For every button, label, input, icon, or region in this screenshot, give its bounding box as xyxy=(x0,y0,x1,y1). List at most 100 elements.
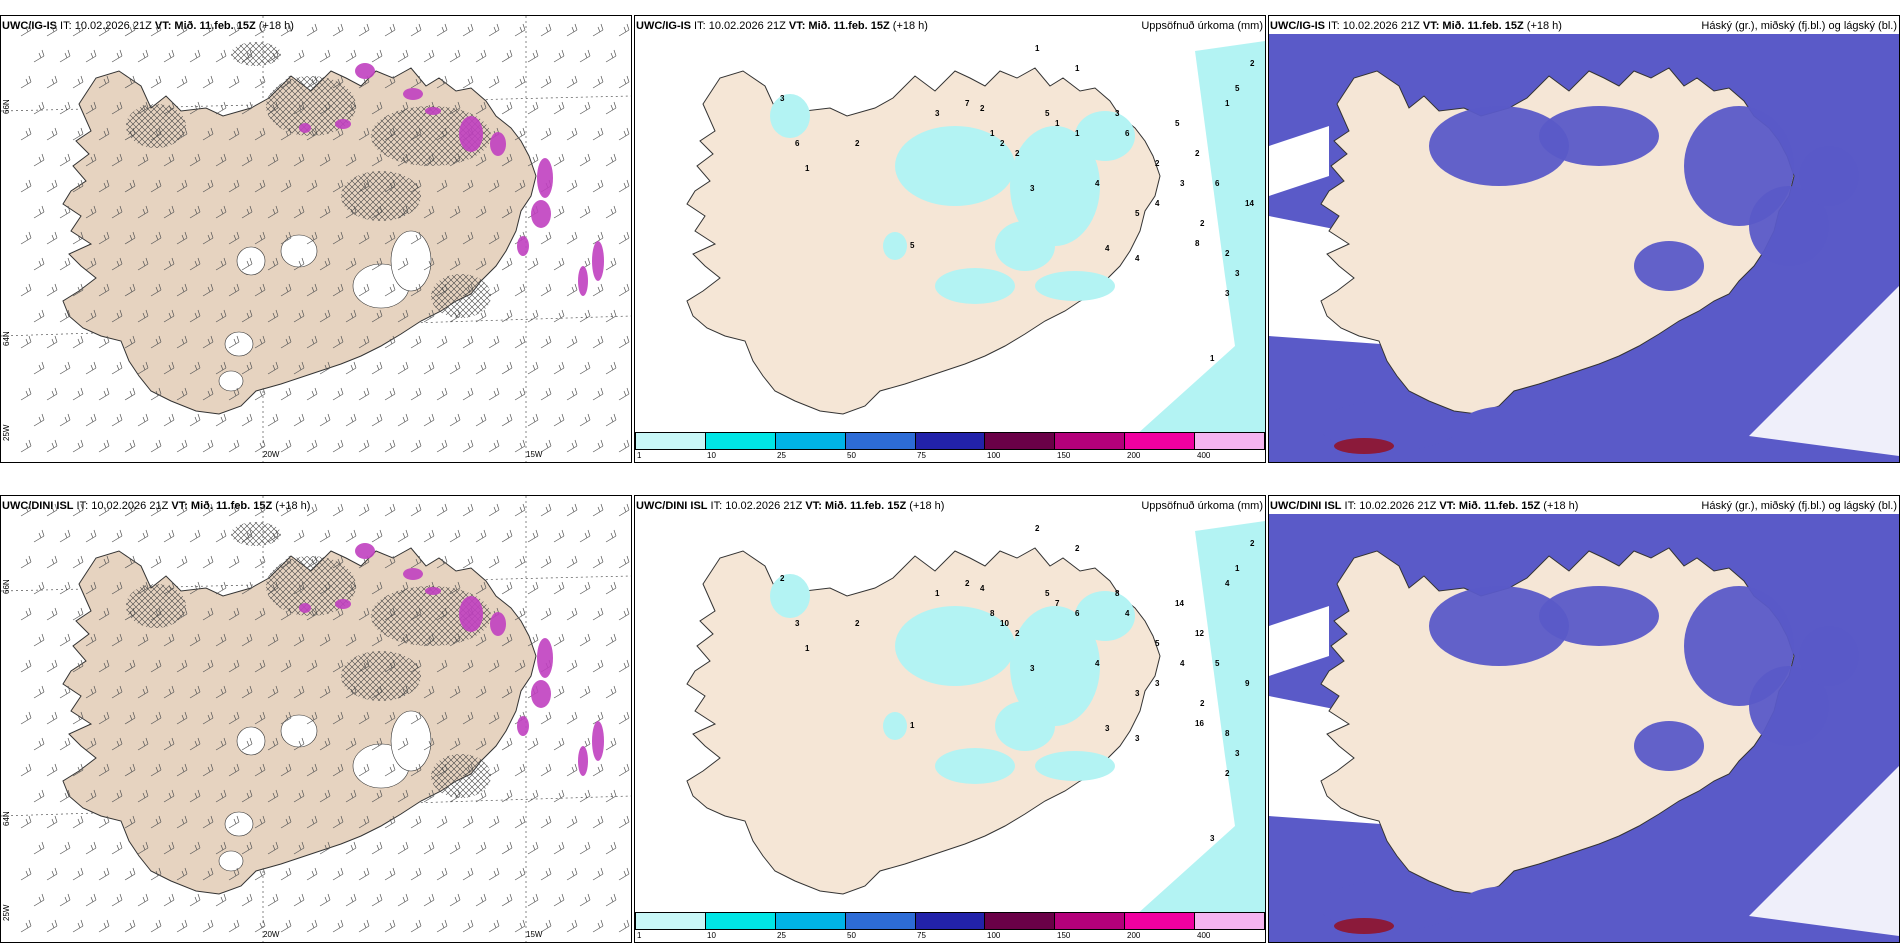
cloud-area xyxy=(1429,106,1569,186)
wind-barb xyxy=(566,815,578,829)
wind-barb xyxy=(410,387,422,401)
wind-barb xyxy=(33,529,45,543)
wind-barb xyxy=(33,413,45,427)
panel-title: Uppsöfnuð úrkoma (mm) xyxy=(1141,500,1263,512)
precip-value-label: 3 xyxy=(1235,749,1240,758)
wind-barb xyxy=(527,841,539,855)
wind-barb xyxy=(527,257,539,271)
colorbar-tick: 75 xyxy=(917,451,926,460)
wind-barb xyxy=(397,841,409,855)
wind-barb xyxy=(592,23,604,37)
wind-barb xyxy=(241,581,253,595)
wind-barb xyxy=(449,685,461,699)
wind-barb xyxy=(618,711,630,725)
wind-barb xyxy=(59,153,71,167)
wind-barb xyxy=(319,529,331,543)
wind-barb xyxy=(98,127,110,141)
wind-barb xyxy=(540,127,552,141)
precip-value-label: 1 xyxy=(935,589,940,598)
wind-barb xyxy=(280,439,292,453)
wind-barb xyxy=(397,789,409,803)
wind-barb xyxy=(176,659,188,673)
wind-barb xyxy=(397,893,409,907)
wind-barb xyxy=(124,503,136,517)
wind-barb xyxy=(410,763,422,777)
wind-barb xyxy=(202,335,214,349)
wind-barb xyxy=(59,257,71,271)
wind-barb xyxy=(241,685,253,699)
wind-barb xyxy=(280,711,292,725)
wind-barb xyxy=(46,711,58,725)
wind-barb xyxy=(540,607,552,621)
wind-barb xyxy=(202,439,214,453)
wind-barb xyxy=(72,335,84,349)
wind-barb xyxy=(501,205,513,219)
wind-barb xyxy=(228,763,240,777)
wind-barb xyxy=(306,335,318,349)
colorbar-swatch xyxy=(915,913,986,929)
wind-barb xyxy=(605,101,617,115)
wind-barb xyxy=(475,361,487,375)
wind-barb xyxy=(111,893,123,907)
wind-barb xyxy=(163,49,175,63)
wind-barb xyxy=(176,815,188,829)
wind-barb xyxy=(189,581,201,595)
wind-barb xyxy=(384,231,396,245)
wind-barb xyxy=(592,503,604,517)
wind-barb xyxy=(345,361,357,375)
wind-barb xyxy=(33,633,45,647)
wind-barb xyxy=(566,23,578,37)
wind-barb xyxy=(124,919,136,933)
wind-barb xyxy=(475,257,487,271)
wind-barb xyxy=(553,309,565,323)
precip-value-label: 4 xyxy=(1125,609,1130,618)
wind-barb xyxy=(33,581,45,595)
wind-barb xyxy=(514,555,526,569)
wind-barb xyxy=(72,439,84,453)
wind-barb xyxy=(436,711,448,725)
wind-barb xyxy=(33,361,45,375)
wind-barb xyxy=(46,867,58,881)
wind-barb xyxy=(72,659,84,673)
wind-barb xyxy=(280,335,292,349)
wind-barb xyxy=(228,23,240,37)
wind-barb xyxy=(306,659,318,673)
wind-barb xyxy=(124,711,136,725)
wind-barb xyxy=(345,413,357,427)
wind-barb xyxy=(566,387,578,401)
heavy-snow-area xyxy=(490,132,506,156)
wind-barb xyxy=(150,439,162,453)
wind-barb xyxy=(85,49,97,63)
wind-barb xyxy=(501,893,513,907)
wind-barb xyxy=(579,49,591,63)
colorbar-tick: 150 xyxy=(1057,931,1071,940)
wind-barb xyxy=(579,841,591,855)
wind-barb xyxy=(371,841,383,855)
colorbar-tick: 100 xyxy=(987,931,1001,940)
wind-barb xyxy=(540,815,552,829)
wind-barb xyxy=(397,737,409,751)
wind-barb xyxy=(384,815,396,829)
wind-barb xyxy=(163,257,175,271)
colorbar-swatch xyxy=(1195,913,1265,929)
wind-barb xyxy=(137,841,149,855)
wind-barb xyxy=(540,231,552,245)
wind-barb xyxy=(228,179,240,193)
wind-barb xyxy=(20,503,32,517)
wind-barb xyxy=(592,607,604,621)
panel-title: Háský (gr.), miðský (fj.bl.) og lágský (… xyxy=(1701,20,1897,32)
wind-barb xyxy=(20,283,32,297)
heavy-snow-area xyxy=(592,721,604,761)
wind-barb xyxy=(72,387,84,401)
wind-barb xyxy=(371,153,383,167)
cloud-area xyxy=(1459,406,1559,446)
wind-barb xyxy=(280,659,292,673)
wind-barb xyxy=(293,633,305,647)
wind-map-canvas: 66N 64N 20W 15W 25W xyxy=(1,16,631,462)
wind-barb xyxy=(384,867,396,881)
glacier-patch xyxy=(224,811,254,837)
wind-barb xyxy=(332,919,344,933)
wind-barb xyxy=(527,529,539,543)
wind-barb xyxy=(215,49,227,63)
glacier-patch xyxy=(390,230,432,292)
